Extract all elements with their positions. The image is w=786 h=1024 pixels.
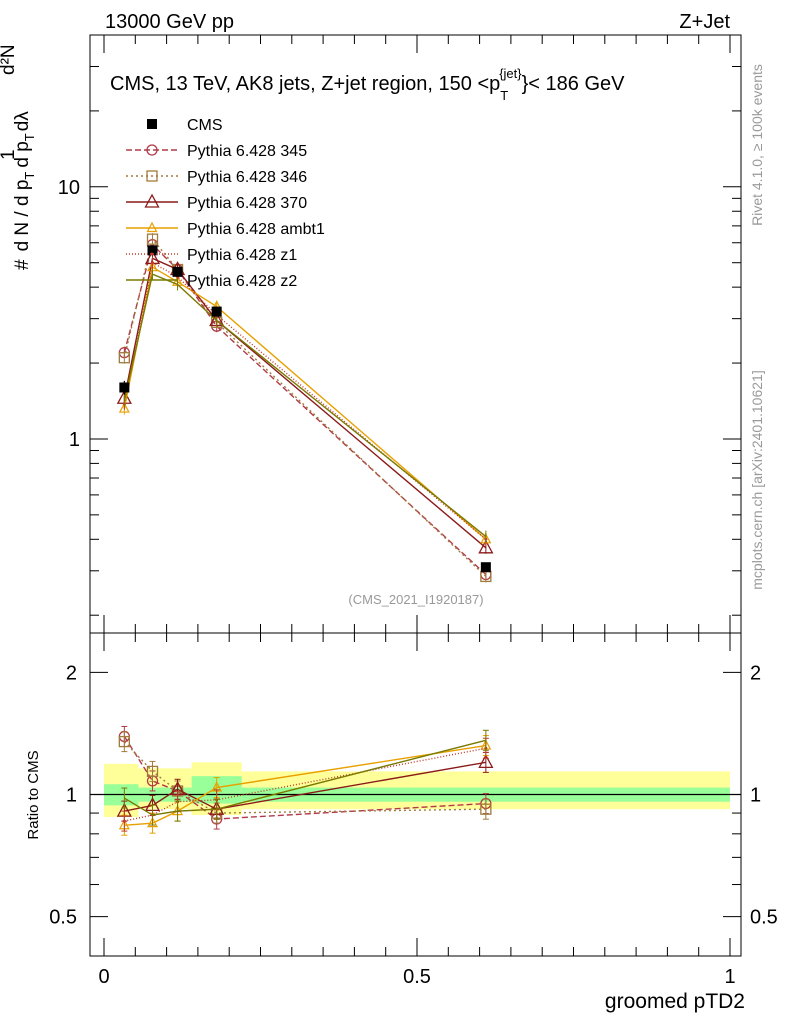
- main-series-line-2: [123, 257, 487, 549]
- header-right: Z+Jet: [679, 11, 730, 33]
- legend-marker-1: [146, 144, 158, 156]
- ratio-ytick-label-right: 1: [750, 785, 761, 807]
- main-point-3-0: [118, 402, 130, 413]
- main-series-line-5: [123, 273, 487, 538]
- cms-point-4: [480, 562, 491, 573]
- main-series-line-0: [123, 243, 487, 576]
- main-point-1-1: [146, 233, 159, 245]
- legend: CMS Pythia 6.428 345 Pythia 6.428 346 Pythi…: [126, 117, 325, 290]
- main-point-4-1: [151, 261, 155, 265]
- ratio-point-1-0: [118, 735, 130, 748]
- legend-label-1: Pythia 6.428 345: [187, 143, 307, 160]
- main-point-2-4: [478, 539, 494, 554]
- ratio-xtick-label: 0.5: [403, 966, 431, 988]
- legend-marker-2: [146, 170, 158, 182]
- legend-marker-0: [147, 119, 157, 129]
- ratio-series-line-0: [123, 736, 486, 820]
- ratio-ytick-label-left: 2: [66, 662, 77, 684]
- ratio-series-group: [116, 725, 494, 836]
- ratio-xtick-label: 1: [724, 966, 735, 988]
- main-ytick-label: 1: [69, 429, 80, 451]
- main-series-line-3: [123, 266, 487, 540]
- main-series-line-4: [123, 261, 487, 540]
- ratio-point-4-0: [122, 819, 126, 823]
- main-y-label-denominator: #d N / d pTd pTdλ: [12, 111, 37, 270]
- ratio-xtick-label: 0: [98, 966, 109, 988]
- mcplots-label: mcplots.cern.ch [arXiv:2401.10621]: [749, 370, 765, 589]
- legend-label-6: Pythia 6.428 z2: [187, 273, 297, 290]
- main-y-label-numerator: 1: [0, 149, 19, 160]
- main-point-1-0: [118, 352, 130, 364]
- chart-title-sup: {jet}: [499, 66, 522, 81]
- ratio-point-1-4: [480, 803, 492, 815]
- main-ytick-label: 10: [58, 177, 80, 199]
- cms-point-1: [147, 245, 158, 256]
- ratio-ytick-label-right: 2: [750, 662, 761, 684]
- ratio-ytick-label-right: 0.5: [750, 907, 778, 929]
- x-axis-label: groomed pTD2: [605, 990, 745, 1013]
- ratio-point-1-1: [146, 765, 159, 778]
- ratio-y-label: Ratio to CMS: [25, 750, 42, 839]
- ratio-uncertainty-bands: [90, 762, 741, 818]
- legend-marker-4: [146, 221, 158, 233]
- ratio-ytick-label-left: 0.5: [49, 907, 77, 929]
- chart-title-end: }< 186 GeV: [522, 73, 626, 95]
- cms-point-2: [172, 266, 183, 277]
- legend-label-4: Pythia 6.428 ambt1: [187, 221, 325, 238]
- rivet-label: Rivet 4.1.0, ≥ 100k events: [749, 64, 765, 226]
- main-axis-ticks: 1 10: [58, 34, 741, 633]
- legend-marker-5: [150, 252, 154, 256]
- ratio-point-2-4: [478, 754, 494, 769]
- cms-point-3: [211, 306, 222, 317]
- header-left: 13000 GeV pp: [105, 11, 234, 33]
- legend-label-2: Pythia 6.428 346: [187, 169, 307, 186]
- legend-label-3: Pythia 6.428 370: [187, 195, 307, 212]
- main-y-label-numerator2: d²N: [0, 44, 19, 75]
- main-series-group: [116, 233, 494, 583]
- legend-marker-3: [144, 193, 160, 208]
- ratio-axis-ticks: 0 0.5 1 0.5 0.5 1 1 2 2: [49, 633, 778, 988]
- legend-label-5: Pythia 6.428 z1: [187, 247, 297, 264]
- chart-title: CMS, 13 TeV, AK8 jets, Z+jet region, 150…: [110, 66, 625, 103]
- main-y-label: #d N / d pTd pTdλ 1 d²N: [0, 44, 37, 270]
- ratio-ytick-label-left: 1: [66, 785, 77, 807]
- cms-point-0: [119, 382, 130, 393]
- chart-title-main: CMS, 13 TeV, AK8 jets, Z+jet region, 150…: [110, 73, 500, 95]
- watermark: (CMS_2021_I1920187): [348, 592, 483, 607]
- legend-label-0: CMS: [187, 117, 223, 134]
- chart-title-sub: T: [500, 88, 508, 103]
- ratio-point-3-1: [147, 816, 159, 828]
